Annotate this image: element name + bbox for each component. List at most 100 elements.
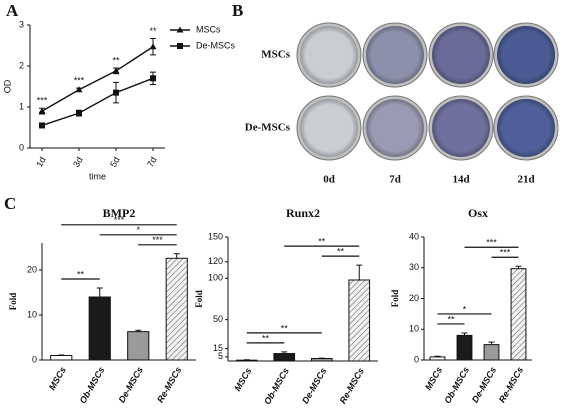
significance-label: * [463, 304, 467, 314]
chart-title: Runx2 [286, 206, 320, 220]
column-label: 14d [452, 174, 469, 186]
bar [165, 257, 188, 361]
significance-label: *** [152, 235, 163, 245]
x-axis-label: time [89, 171, 106, 181]
bar [510, 268, 527, 361]
marker [39, 122, 45, 129]
y-axis-label: OD [2, 79, 12, 93]
y-tick-label: 120 [208, 256, 223, 266]
bar [273, 353, 296, 362]
row-label: MSCs [261, 49, 290, 61]
y-tick-label: 50 [213, 314, 223, 324]
series-line [41, 77, 154, 127]
bar [483, 344, 500, 361]
significance-label: *** [114, 215, 125, 225]
y-tick-label: 5 [218, 351, 223, 361]
x-tick-label: 5d [108, 155, 122, 169]
y-tick-label: 20 [27, 264, 37, 274]
point-label: *** [37, 96, 48, 106]
marker [76, 110, 82, 117]
x-tick-label: 7d [145, 155, 159, 169]
marker [150, 75, 156, 82]
significance-label: * [136, 225, 140, 235]
column-label: 21d [517, 174, 534, 186]
y-tick-label: 0 [32, 354, 37, 364]
bar [456, 334, 473, 361]
marker [113, 89, 119, 96]
chart-title: Osx [468, 206, 488, 220]
marker [149, 43, 157, 50]
bar [50, 355, 73, 361]
bar [429, 356, 446, 361]
x-tick-label: 3d [71, 155, 85, 169]
error-bar [173, 253, 180, 259]
significance-label: ** [318, 236, 326, 246]
significance-label: ** [281, 323, 289, 333]
dish-rim [432, 26, 490, 84]
x-tick-label: MSCs [47, 365, 68, 392]
dish-rim [497, 99, 555, 157]
x-tick-label: Re-MSCs [338, 366, 366, 405]
bar [235, 359, 258, 362]
y-tick-label: 15 [213, 343, 223, 353]
x-tick-label: Ob-MSCs [78, 365, 107, 405]
column-label: 0d [323, 174, 335, 186]
y-tick-label: 3 [19, 19, 24, 29]
series-line [41, 46, 154, 112]
bar [310, 358, 333, 362]
y-tick-label: 2 [19, 60, 24, 70]
dish-rim [366, 99, 424, 157]
x-tick-label: MSCs [232, 366, 253, 393]
x-tick-label: De-MSCs [300, 366, 328, 405]
panel-label: A [6, 1, 19, 20]
y-axis-label: Fold [8, 293, 18, 311]
point-label: ** [112, 55, 120, 65]
column-label: 7d [389, 174, 401, 186]
point-label: *** [74, 76, 85, 86]
bar [348, 279, 371, 362]
panel-label: B [232, 1, 243, 20]
y-tick-label: 100 [208, 273, 223, 283]
x-tick-label: Ob-MSCs [262, 366, 291, 406]
significance-label: ** [77, 269, 85, 279]
legend-label: De-MSCs [196, 40, 236, 50]
marker [176, 26, 184, 33]
x-tick-label: Ob-MSCs [442, 365, 471, 405]
dish-rim [300, 99, 358, 157]
x-tick-label: De-MSCs [470, 365, 498, 404]
y-tick-label: 1 [19, 101, 24, 111]
x-tick-label: MSCs [423, 365, 444, 392]
dish-rim [432, 99, 490, 157]
y-tick-label: 40 [409, 231, 419, 241]
panel-label: C [4, 194, 16, 213]
row-label: De-MSCs [245, 122, 291, 134]
dish-rim [366, 26, 424, 84]
significance-label: ** [447, 314, 455, 324]
marker [112, 67, 120, 74]
dish-rim [300, 26, 358, 84]
significance-label: ** [262, 333, 270, 343]
y-tick-label: 0 [19, 142, 24, 152]
x-tick-label: Re-MSCs [497, 365, 525, 404]
dish-rim [497, 26, 555, 84]
significance-label: *** [500, 248, 511, 258]
y-tick-label: 10 [409, 324, 419, 334]
error-bar [96, 287, 103, 297]
y-tick-label: 20 [409, 293, 419, 303]
significance-label: *** [486, 238, 497, 248]
chart-title: BMP2 [103, 206, 136, 220]
marker [38, 107, 46, 114]
y-tick-label: 10 [27, 309, 37, 319]
y-tick-label: 150 [208, 231, 223, 241]
marker [177, 43, 183, 49]
bar [88, 296, 111, 361]
marker [75, 86, 83, 93]
significance-label: ** [337, 246, 345, 256]
x-tick-label: De-MSCs [117, 365, 145, 404]
y-axis-label: Fold [194, 290, 204, 308]
legend-label: MSCs [196, 24, 221, 34]
error-bar [356, 264, 363, 280]
point-label: ** [149, 26, 157, 36]
y-tick-label: 30 [409, 262, 419, 272]
